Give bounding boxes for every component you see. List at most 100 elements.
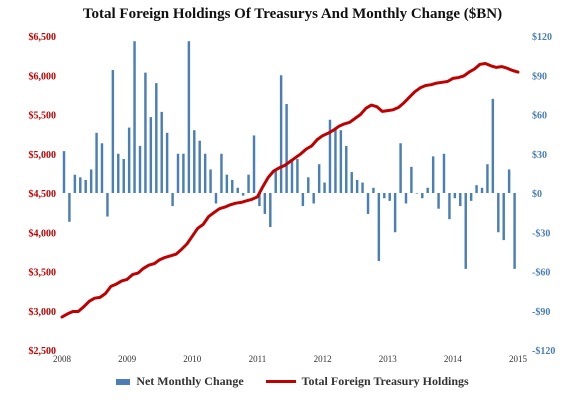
bar bbox=[247, 174, 250, 193]
right-tick-label: $120 bbox=[532, 32, 552, 43]
bar bbox=[339, 130, 343, 193]
bar bbox=[73, 174, 77, 193]
bar bbox=[149, 117, 153, 193]
bar bbox=[507, 169, 511, 193]
x-tick-label: 2011 bbox=[249, 354, 267, 364]
x-tick-label: 2012 bbox=[314, 354, 332, 364]
left-tick-label: $5,000 bbox=[29, 150, 57, 161]
left-tick-label: $6,000 bbox=[29, 71, 57, 82]
bar bbox=[377, 193, 381, 262]
bar bbox=[361, 182, 364, 193]
bar bbox=[95, 132, 98, 193]
bar bbox=[203, 153, 207, 193]
bar bbox=[263, 193, 267, 214]
bar bbox=[209, 169, 212, 193]
bar bbox=[464, 193, 467, 269]
x-tick-label: 2014 bbox=[444, 354, 463, 364]
left-tick-label: $4,500 bbox=[29, 189, 57, 200]
line-series bbox=[60, 62, 520, 319]
left-tick-label: $2,500 bbox=[29, 346, 57, 357]
bar bbox=[258, 193, 261, 207]
bar bbox=[404, 193, 408, 204]
bar bbox=[475, 185, 478, 193]
bar bbox=[307, 177, 310, 193]
bar bbox=[117, 153, 120, 193]
bar bbox=[393, 193, 397, 233]
legend-label: Net Monthly Change bbox=[136, 374, 244, 388]
bar bbox=[421, 193, 424, 199]
bar bbox=[127, 127, 131, 193]
chart-title: Total Foreign Holdings Of Treasurys And … bbox=[82, 6, 503, 22]
bar bbox=[193, 130, 196, 193]
x-tick-label: 2010 bbox=[183, 354, 202, 364]
bar bbox=[269, 193, 272, 228]
bar bbox=[187, 41, 191, 193]
legend-swatch-line bbox=[265, 380, 296, 383]
bar bbox=[122, 158, 125, 193]
x-tick-label: 2013 bbox=[379, 354, 398, 364]
bar bbox=[415, 193, 419, 194]
bar bbox=[437, 193, 440, 209]
left-tick-label: $3,000 bbox=[29, 307, 57, 318]
bar bbox=[513, 193, 516, 269]
bar bbox=[426, 187, 429, 193]
left-tick-label: $3,500 bbox=[29, 268, 57, 279]
bar bbox=[236, 187, 239, 193]
bar bbox=[79, 177, 82, 193]
x-axis: 2008 2009 2010 2011 2012 2013 2014 2015 bbox=[53, 354, 528, 364]
right-tick-label: $0 bbox=[532, 189, 542, 200]
right-tick-label: -$60 bbox=[532, 268, 550, 279]
bar bbox=[274, 169, 277, 193]
right-tick-label: -$120 bbox=[532, 346, 555, 357]
bar bbox=[214, 193, 218, 204]
bar bbox=[106, 193, 109, 217]
bar bbox=[350, 172, 353, 193]
legend-item-net-monthly-change: Net Monthly Change bbox=[116, 374, 244, 389]
bar bbox=[497, 193, 500, 233]
bar bbox=[138, 145, 142, 193]
bar bbox=[160, 111, 163, 193]
x-tick-label: 2008 bbox=[53, 354, 72, 364]
bar bbox=[231, 179, 234, 193]
bar bbox=[290, 158, 294, 193]
x-tick-label: 2009 bbox=[118, 354, 137, 364]
bar bbox=[345, 145, 348, 193]
bar bbox=[62, 151, 66, 193]
bar bbox=[225, 174, 229, 193]
bar bbox=[328, 119, 332, 193]
bar bbox=[388, 193, 391, 201]
bar bbox=[144, 72, 147, 193]
bar bbox=[334, 127, 337, 193]
bar bbox=[459, 193, 462, 207]
bar bbox=[241, 193, 245, 196]
left-tick-label: $5,500 bbox=[29, 111, 57, 122]
bar bbox=[448, 193, 451, 220]
bar bbox=[89, 169, 93, 193]
bar bbox=[372, 187, 375, 193]
legend-item-total-holdings: Total Foreign Treasury Holdings bbox=[265, 374, 469, 389]
left-tick-label: $6,500 bbox=[29, 32, 57, 43]
right-tick-label: $90 bbox=[532, 71, 547, 82]
bar bbox=[410, 166, 413, 193]
bar bbox=[176, 153, 180, 193]
bar bbox=[317, 164, 321, 193]
right-tick-label: -$30 bbox=[532, 228, 550, 239]
left-axis: $2,500 $3,000 $3,500 $4,000 $4,500 $5,000 $5,5… bbox=[29, 32, 57, 357]
bar bbox=[366, 193, 370, 214]
bar bbox=[133, 41, 136, 193]
bar bbox=[111, 70, 115, 193]
x-tick-label: 2015 bbox=[509, 354, 528, 364]
bar bbox=[100, 143, 104, 193]
bar bbox=[301, 193, 305, 207]
bar bbox=[171, 193, 174, 207]
right-tick-label: $60 bbox=[532, 111, 547, 122]
right-tick-label: -$90 bbox=[532, 307, 550, 318]
bar bbox=[296, 158, 299, 193]
bar bbox=[220, 153, 223, 193]
bar bbox=[68, 193, 71, 222]
bar bbox=[491, 98, 495, 193]
bar bbox=[383, 193, 386, 199]
holdings-line bbox=[60, 62, 520, 319]
bar bbox=[442, 153, 446, 193]
